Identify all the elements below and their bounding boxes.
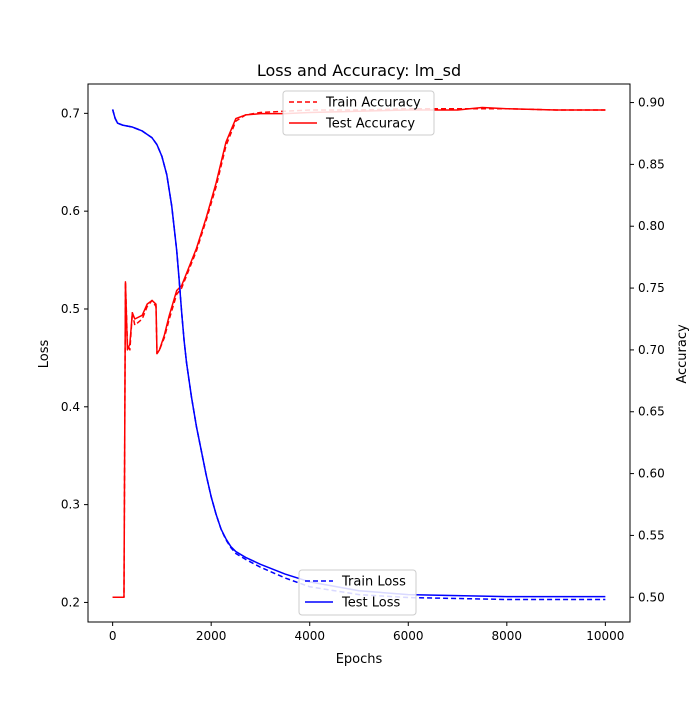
- series-line-train-accuracy: [112, 107, 606, 599]
- legend-label: Test Loss: [341, 596, 400, 611]
- legend-box: [298, 569, 417, 616]
- y-axis-right-label: Accuracy: [675, 324, 690, 384]
- legend-label: Train Loss: [341, 575, 406, 590]
- y-right-tick-label: 0.80: [638, 219, 665, 233]
- y-right-tick-label: 0.75: [638, 281, 665, 295]
- y-right-tick-label: 0.90: [638, 96, 665, 110]
- series-line-test-accuracy: [112, 106, 606, 599]
- y-left-tick-label: 0.2: [61, 595, 80, 609]
- chart-title: Loss and Accuracy: lm_sd: [257, 61, 461, 81]
- y-left-tick-label: 0.3: [61, 498, 80, 512]
- y-axis-left-label: Loss: [37, 340, 52, 369]
- x-tick-label: 6000: [393, 629, 424, 643]
- y-left-tick-label: 0.6: [61, 204, 80, 218]
- series-line-train-loss: [111, 109, 606, 601]
- y-right-tick-label: 0.50: [638, 590, 665, 604]
- legend-label: Train Accuracy: [325, 96, 421, 111]
- plot-area: [111, 106, 606, 601]
- y-left-tick-label: 0.4: [61, 400, 80, 414]
- y-right-tick-label: 0.60: [638, 467, 665, 481]
- x-tick-label: 10000: [586, 629, 624, 643]
- x-tick-label: 4000: [294, 629, 325, 643]
- x-tick-label: 2000: [196, 629, 227, 643]
- y-right-tick-label: 0.70: [638, 343, 665, 357]
- legend-bottom-center: Train Loss Test Loss: [298, 569, 417, 616]
- x-axis-label: Epochs: [336, 652, 383, 667]
- legend-box: [282, 90, 435, 136]
- axes: 0 2000 4000 6000 8000 10000 0.2 0.3 0.4 0.5 0.6 0.7…: [61, 96, 665, 643]
- series-line-test-loss: [111, 109, 606, 598]
- legends: Train Accuracy Test Accuracy Train Loss Tes…: [282, 90, 435, 616]
- y-right-tick-label: 0.85: [638, 157, 665, 171]
- axes-frame: [87, 83, 631, 623]
- y-left-tick-label: 0.7: [61, 106, 80, 120]
- y-right-tick-label: 0.65: [638, 405, 665, 419]
- x-tick-label: 0: [109, 629, 117, 643]
- legend-label: Test Accuracy: [325, 117, 415, 132]
- y-right-tick-label: 0.55: [638, 528, 665, 542]
- y-left-tick-label: 0.5: [61, 302, 80, 316]
- legend-top-center: Train Accuracy Test Accuracy: [282, 90, 435, 136]
- x-tick-label: 8000: [492, 629, 523, 643]
